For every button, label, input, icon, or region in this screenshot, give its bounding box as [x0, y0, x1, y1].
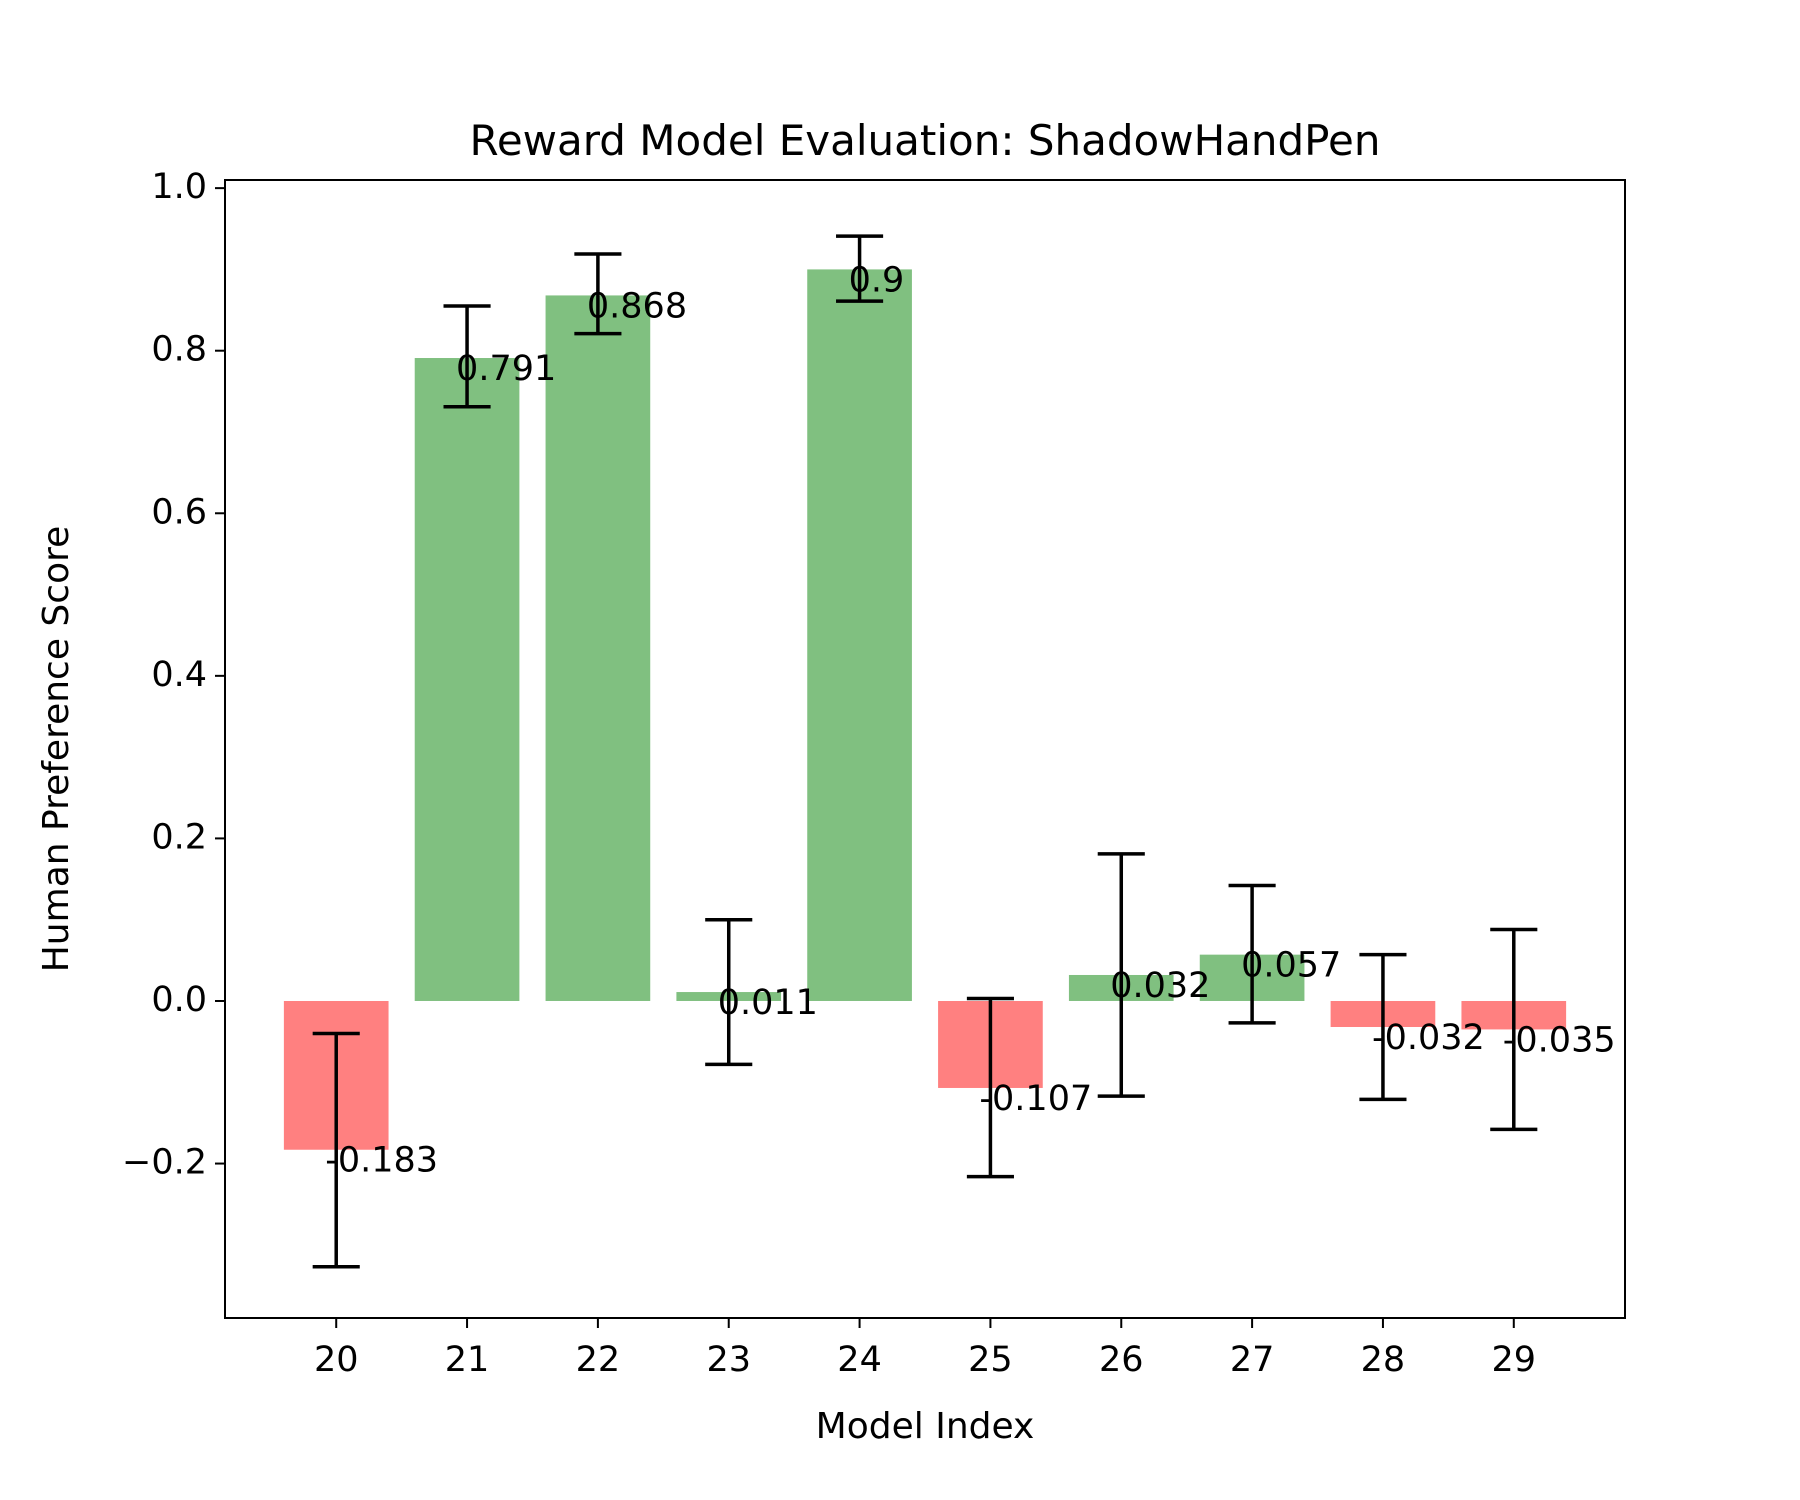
value-label: 0.057	[1241, 946, 1341, 986]
x-tick-label: 25	[968, 1340, 1013, 1380]
y-tick-label: −0.2	[122, 1143, 207, 1183]
x-tick-label: 27	[1230, 1340, 1275, 1380]
y-tick-label: 0.4	[151, 655, 207, 695]
plot-frame	[224, 179, 1626, 1319]
value-label: -0.107	[979, 1079, 1092, 1119]
value-label: -0.035	[1503, 1020, 1616, 1060]
y-tick-label: 0.8	[151, 330, 207, 370]
y-axis-label: Human Preference Score	[36, 526, 77, 973]
x-axis: 20 21 22 23 24 25 26 27 28 29	[314, 1318, 1536, 1380]
x-tick-label: 20	[314, 1340, 359, 1380]
x-axis-label: Model Index	[816, 1406, 1035, 1447]
y-axis: −0.2 0.0 0.2 0.4 0.6 0.8 1.0	[122, 167, 225, 1183]
x-tick-label: 21	[445, 1340, 490, 1380]
y-tick-label: 0.6	[151, 492, 207, 532]
x-tick-label: 29	[1492, 1340, 1537, 1380]
value-label: 0.791	[456, 349, 556, 389]
x-tick-label: 26	[1099, 1340, 1144, 1380]
x-tick-label: 28	[1361, 1340, 1406, 1380]
bar	[807, 269, 912, 1001]
value-label: -0.032	[1372, 1018, 1485, 1058]
value-label: 0.032	[1110, 966, 1210, 1006]
y-tick-label: 0.0	[151, 980, 207, 1020]
y-tick-label: 0.2	[151, 817, 207, 857]
value-label: 0.868	[587, 286, 687, 326]
x-tick-label: 22	[576, 1340, 621, 1380]
errorbars-group	[312, 234, 1538, 1269]
value-label: 0.9	[849, 260, 905, 300]
bar	[414, 358, 520, 1001]
x-tick-label: 23	[706, 1340, 751, 1380]
value-label: -0.183	[325, 1141, 438, 1181]
value-labels-group: -0.183 0.791 0.868 0.011 0.9 -0.107 0.032 0.057…	[325, 260, 1615, 1180]
chart-title: Reward Model Evaluation: ShadowHandPen	[470, 116, 1381, 165]
y-tick-label: 1.0	[151, 167, 207, 207]
bar	[545, 295, 651, 1001]
x-tick-label: 24	[837, 1340, 882, 1380]
value-label: 0.011	[718, 983, 818, 1023]
